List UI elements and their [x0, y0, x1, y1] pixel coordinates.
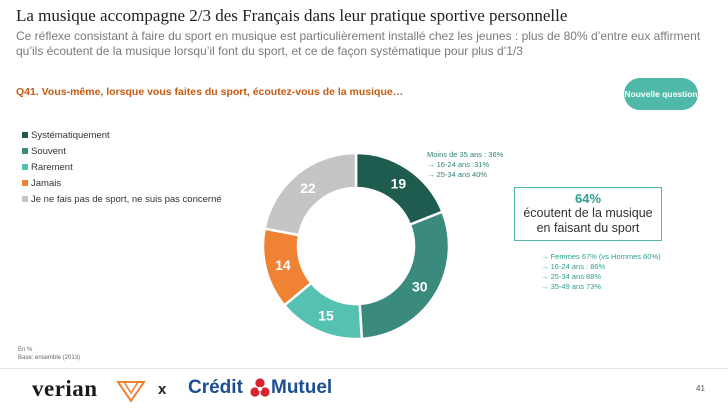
new-question-badge: Nouvelle question: [624, 78, 698, 110]
legend-swatch: [22, 180, 28, 186]
legend-item: Systématiquement: [22, 127, 222, 143]
chart-legend: Systématiquement Souvent Rarement Jamais Je …: [22, 127, 222, 207]
footnote: En % Base: ensemble (2013): [18, 346, 80, 362]
donut-slice: [358, 210, 451, 341]
annotation-line: Moins de 35 ans : 36%: [427, 150, 504, 159]
highlight-box: 64% écoutent de la musique en faisant du…: [514, 187, 662, 241]
legend-swatch: [22, 164, 28, 170]
footnote-unit: En %: [18, 347, 33, 353]
donut-slice: [263, 151, 358, 237]
credit-mutuel-logo-part2: Mutuel: [271, 377, 333, 398]
credit-mutuel-logo-part1: Crédit: [188, 377, 243, 398]
legend-label: Je ne fais pas de sport, ne suis pas con…: [31, 193, 222, 205]
highlight-text: écoutent de la musique en faisant du spo…: [523, 206, 653, 235]
slice-value-label: 22: [300, 180, 316, 196]
slice-value-label: 15: [318, 307, 334, 323]
legend-label: Souvent: [31, 145, 66, 157]
annotation-line: → 35-49 ans 73%: [541, 282, 602, 291]
slice-value-label: 19: [391, 176, 407, 192]
highlight-percent: 64%: [574, 191, 602, 206]
verian-logo: verian: [32, 376, 98, 401]
footer-divider: [0, 368, 728, 369]
legend-item: Souvent: [22, 143, 222, 159]
legend-label: Rarement: [31, 161, 73, 173]
partnership-separator: x: [158, 381, 167, 398]
annotation-line: → Femmes 67% (vs Hommes 60%): [541, 252, 661, 261]
footnote-base: Base: ensemble (2013): [18, 355, 81, 361]
question-label: Q41. Vous-même, lorsque vous faites du s…: [16, 86, 404, 98]
slice-value-label: 30: [412, 278, 428, 294]
annotation-breakdown: → Femmes 67% (vs Hommes 60%) → 16-24 ans…: [541, 252, 661, 292]
annotation-line: → 25-34 ans 88%: [541, 272, 602, 281]
credit-mutuel-mark-icon: [250, 378, 270, 397]
annotation-line: → 16-24 ans :31%: [427, 160, 490, 169]
slide-subtitle: Ce réflexe consistant à faire du sport e…: [16, 29, 701, 58]
legend-swatch: [22, 148, 28, 154]
legend-label: Jamais: [31, 177, 62, 189]
slice-value-label: 14: [275, 257, 291, 273]
page-number: 41: [696, 384, 705, 393]
annotation-line: → 16-24 ans : 86%: [541, 262, 606, 271]
legend-item: Je ne fais pas de sport, ne suis pas con…: [22, 191, 222, 207]
slide-title: La musique accompagne 2/3 des Français d…: [16, 6, 568, 25]
annotation-line: → 25-34 ans 40%: [427, 170, 488, 179]
legend-item: Jamais: [22, 175, 222, 191]
legend-item: Rarement: [22, 159, 222, 175]
annotation-under-35: Moins de 35 ans : 36% → 16-24 ans :31% →…: [427, 150, 503, 180]
verian-mark-icon: [116, 381, 146, 403]
legend-swatch: [22, 132, 28, 138]
legend-label: Systématiquement: [31, 129, 110, 141]
legend-swatch: [22, 196, 28, 202]
